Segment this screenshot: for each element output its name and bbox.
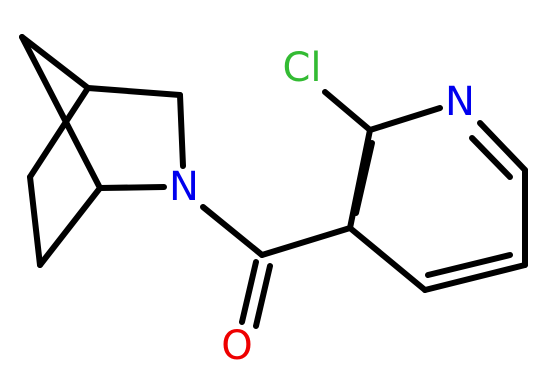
bonds	[19, 34, 528, 329]
atom-label: N	[169, 164, 199, 210]
atom-label: O	[221, 323, 252, 369]
atom-label: Cl	[282, 45, 321, 91]
atom-label: N	[445, 79, 475, 125]
